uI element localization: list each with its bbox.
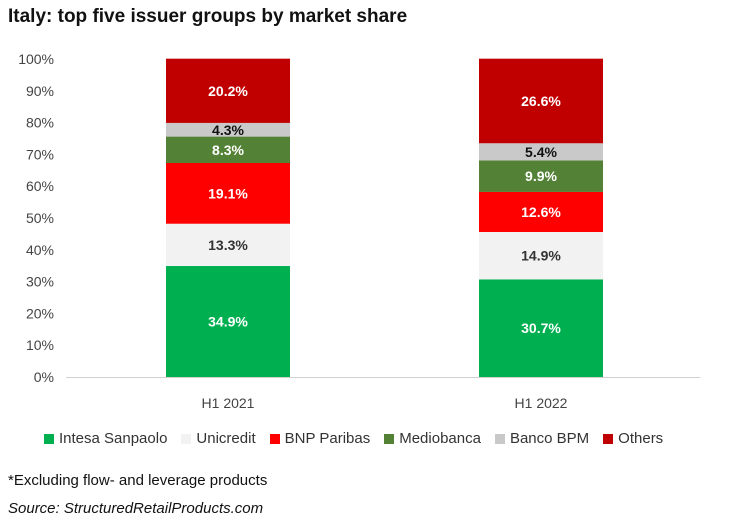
bar-segment-others [479, 58, 603, 144]
legend-item: Unicredit [181, 430, 256, 447]
y-tick-label: 20% [26, 305, 54, 321]
legend-item: Others [603, 430, 663, 447]
bar-segment-mediobanca [166, 136, 290, 163]
y-tick-label: 70% [26, 146, 54, 162]
y-tick-label: 0% [34, 369, 54, 385]
legend-item: Mediobanca [384, 430, 481, 447]
legend-label: Others [618, 430, 664, 447]
data-label: 12.6% [521, 204, 561, 220]
legend-label: Mediobanca [399, 430, 481, 447]
x-tick-label: H1 2021 [202, 395, 255, 411]
bar-segment-intesa-sanpaolo [166, 266, 290, 377]
legend-swatch [494, 433, 505, 444]
data-label: 4.3% [212, 122, 244, 138]
legend-swatch [603, 433, 614, 444]
legend-swatch [181, 433, 192, 444]
y-tick-label: 90% [26, 83, 54, 99]
bar-segment-banco-bpm [166, 122, 290, 137]
bar-segment-intesa-sanpaolo [479, 279, 603, 377]
data-label: 19.1% [208, 185, 248, 201]
footnote: *Excluding flow- and leverage products [8, 472, 268, 489]
data-label: 26.6% [521, 93, 561, 109]
data-label: 30.7% [521, 320, 561, 336]
data-label: 14.9% [521, 248, 561, 264]
legend-item: Banco BPM [494, 430, 590, 447]
y-tick-label: 40% [26, 242, 54, 258]
legend-swatch [384, 433, 395, 444]
legend-item: BNP Paribas [269, 430, 371, 447]
data-label: 20.2% [208, 83, 248, 99]
y-tick-label: 30% [26, 274, 54, 290]
legend-label: BNP Paribas [284, 430, 371, 447]
y-tick-label: 60% [26, 178, 54, 194]
y-tick-label: 100% [18, 51, 54, 67]
legend-label: Unicredit [196, 430, 256, 447]
data-label: 34.9% [208, 314, 248, 330]
y-tick-label: 80% [26, 115, 54, 131]
bar-segment-unicredit [479, 231, 603, 280]
legend-item: Intesa Sanpaolo [44, 430, 167, 447]
legend-label: Intesa Sanpaolo [59, 430, 168, 447]
chart-legend: Intesa Sanpaolo Unicredit BNP Paribas Medio… [44, 430, 734, 447]
stacked-bar-chart: 0% 10% 20% 30% 40% 50% 60% 70% 80% 90% 100% 34.9% 13… [18, 51, 700, 411]
legend-swatch [44, 433, 54, 444]
bar-segment-banco-bpm [479, 143, 603, 161]
y-tick-label: 50% [26, 210, 54, 226]
x-tick-label: H1 2022 [515, 395, 568, 411]
bar-segment-bnp-paribas [479, 191, 603, 232]
y-tick-label: 10% [26, 337, 54, 353]
bar-segment-bnp-paribas [166, 162, 290, 224]
bar-segment-mediobanca [479, 160, 603, 192]
legend-label: Banco BPM [509, 430, 590, 447]
source-note: Source: StructuredRetailProducts.com [8, 500, 264, 517]
bar-segment-others [166, 58, 290, 123]
data-label: 9.9% [525, 168, 557, 184]
data-label: 5.4% [525, 144, 557, 160]
chart-title: Italy: top five issuer groups by market … [8, 6, 408, 27]
bar-segment-unicredit [166, 223, 290, 267]
data-label: 8.3% [212, 142, 244, 158]
legend-swatch [269, 433, 280, 444]
data-label: 13.3% [208, 237, 248, 253]
